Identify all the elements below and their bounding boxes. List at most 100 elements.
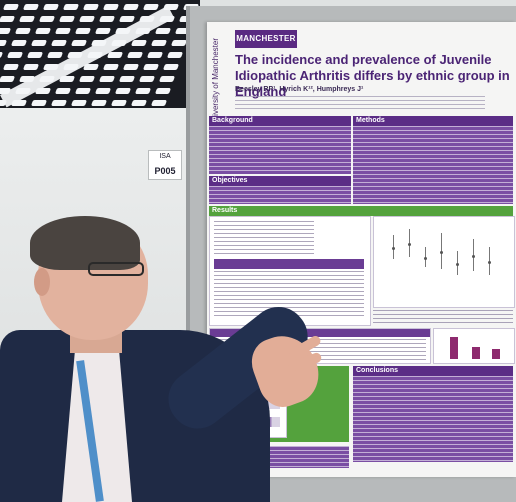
plot-point bbox=[440, 251, 443, 254]
ceiling-light bbox=[0, 52, 4, 58]
bar bbox=[450, 337, 458, 359]
plot-caption bbox=[373, 310, 513, 324]
ceiling-light bbox=[66, 52, 84, 58]
section-objectives-body bbox=[209, 186, 351, 204]
ceiling-light bbox=[62, 4, 80, 10]
ceiling-light bbox=[6, 52, 24, 58]
ceiling-light bbox=[170, 40, 188, 46]
ceiling-light bbox=[38, 76, 56, 82]
section-background-heading: Background bbox=[209, 116, 351, 126]
board-label-small: ISA bbox=[159, 153, 171, 160]
ceiling-light bbox=[62, 64, 80, 70]
plot-point bbox=[472, 255, 475, 258]
ceiling-light bbox=[14, 28, 32, 34]
ceiling-light bbox=[98, 76, 116, 82]
section-objectives-heading: Objectives bbox=[209, 176, 351, 186]
ceiling-light bbox=[70, 40, 88, 46]
ceiling-light bbox=[42, 64, 60, 70]
ceiling-light bbox=[158, 76, 176, 82]
ceiling-light bbox=[122, 4, 140, 10]
ceiling-light bbox=[46, 52, 64, 58]
ceiling-light bbox=[74, 28, 92, 34]
ceiling-light bbox=[0, 28, 12, 34]
ceiling-light bbox=[42, 4, 60, 10]
ceiling-light bbox=[126, 52, 144, 58]
ceiling-light bbox=[130, 100, 148, 106]
ceiling-light bbox=[10, 100, 28, 106]
ceiling-light bbox=[90, 100, 108, 106]
ceiling-light bbox=[146, 52, 164, 58]
results-plot bbox=[373, 216, 515, 308]
board-label-code: P005 bbox=[154, 166, 176, 176]
poster-title: The incidence and prevalence of Juvenile… bbox=[235, 52, 510, 99]
presenter-glasses bbox=[88, 262, 144, 276]
poster-authors: Beesley RP¹, Hyrich K¹², Humphreys J¹ bbox=[235, 86, 364, 93]
ceiling-light bbox=[118, 16, 136, 22]
ceiling-light bbox=[50, 100, 68, 106]
results-text-lines bbox=[214, 221, 314, 255]
ceiling-light bbox=[58, 76, 76, 82]
plot-point bbox=[488, 261, 491, 264]
ceiling-light bbox=[2, 4, 20, 10]
ceiling-light bbox=[38, 16, 56, 22]
ceiling-light bbox=[118, 76, 136, 82]
ceiling-light bbox=[22, 64, 40, 70]
ceiling-light bbox=[54, 28, 72, 34]
plot-point bbox=[392, 247, 395, 250]
ceiling-light bbox=[34, 88, 52, 94]
ceiling-light bbox=[2, 64, 20, 70]
plot-point bbox=[424, 257, 427, 260]
ceiling-light bbox=[94, 28, 112, 34]
ceiling-light bbox=[74, 88, 92, 94]
ceiling-light bbox=[26, 52, 44, 58]
ceiling-light bbox=[14, 88, 32, 94]
ceiling-light bbox=[114, 88, 132, 94]
ceiling-light bbox=[138, 16, 156, 22]
section-conclusions-heading: Conclusions bbox=[353, 366, 513, 376]
ceiling-light bbox=[150, 100, 168, 106]
ceiling-light bbox=[102, 64, 120, 70]
ceiling-light bbox=[0, 76, 16, 82]
ceiling-light bbox=[82, 64, 100, 70]
ceiling-light bbox=[58, 16, 76, 22]
ceiling-light bbox=[34, 28, 52, 34]
ceiling-light bbox=[86, 52, 104, 58]
ceiling-light bbox=[102, 4, 120, 10]
ceiling-light bbox=[142, 64, 160, 70]
ceiling-light bbox=[0, 16, 16, 22]
ceiling-light bbox=[162, 64, 180, 70]
presenter-hair bbox=[30, 216, 140, 270]
bar bbox=[492, 349, 500, 359]
ceiling-light bbox=[94, 88, 112, 94]
ceiling-light bbox=[130, 40, 148, 46]
ceiling-light bbox=[30, 100, 48, 106]
presenter-ear bbox=[34, 268, 50, 296]
ceiling-light bbox=[82, 4, 100, 10]
ceiling-light bbox=[98, 16, 116, 22]
board-label: ISA P005 bbox=[148, 150, 182, 180]
ceiling-light bbox=[18, 16, 36, 22]
section-methods-body bbox=[353, 126, 513, 204]
ceiling-light bbox=[78, 76, 96, 82]
ceiling-light bbox=[18, 76, 36, 82]
ceiling-light bbox=[150, 40, 168, 46]
results-table-header bbox=[214, 259, 364, 269]
ceiling-light bbox=[50, 40, 68, 46]
section-results-heading: Results bbox=[209, 206, 513, 216]
ceiling-light bbox=[10, 40, 28, 46]
bar-chart-area bbox=[433, 328, 515, 364]
ceiling-light bbox=[0, 40, 8, 46]
ceiling-light bbox=[110, 100, 128, 106]
ceiling-light bbox=[138, 76, 156, 82]
ceiling-light bbox=[122, 64, 140, 70]
ceiling-light bbox=[134, 88, 152, 94]
section-background-body bbox=[209, 126, 351, 174]
ceiling-light bbox=[22, 4, 40, 10]
plot-point bbox=[456, 263, 459, 266]
plot-point bbox=[408, 243, 411, 246]
ceiling-light bbox=[154, 88, 172, 94]
ceiling-light bbox=[70, 100, 88, 106]
ceiling-light bbox=[54, 88, 72, 94]
section-conclusions-body bbox=[353, 376, 513, 462]
